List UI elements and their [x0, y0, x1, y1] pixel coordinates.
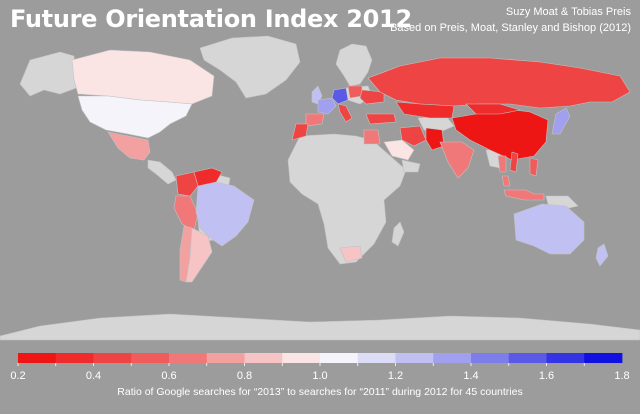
- country-saudi-arabia: [383, 139, 415, 161]
- credits-source: Based on Preis, Moat, Stanley and Bishop…: [390, 22, 631, 34]
- country-morocco: [291, 123, 309, 141]
- legend-bin-2: [93, 353, 132, 363]
- country-pakistan: [425, 127, 445, 151]
- country-egypt: [363, 129, 381, 145]
- country-malaysia: [501, 175, 511, 187]
- legend-bin-4: [169, 353, 208, 363]
- legend-tick-label: 0.6: [161, 370, 176, 382]
- country-vietnam: [509, 151, 519, 173]
- country-italy: [337, 103, 353, 123]
- legend: 0.2 0.4 0.6 0.8 1.0 1.2 1.4 1.6 1.8: [10, 353, 630, 382]
- credits: Suzy Moat & Tobias Preis Based on Preis,…: [390, 4, 631, 36]
- country-germany: [331, 87, 349, 105]
- legend-bin-9: [357, 353, 396, 363]
- legend-bin-0: [18, 353, 57, 363]
- country-indonesia: [503, 189, 545, 201]
- credits-authors: Suzy Moat & Tobias Preis: [505, 6, 631, 18]
- country-poland: [347, 85, 363, 99]
- legend-bin-10: [395, 353, 434, 363]
- legend-tick-label: 1.6: [539, 370, 554, 382]
- country-france: [317, 97, 337, 115]
- madagascar: [391, 221, 405, 247]
- country-australia: [513, 203, 585, 255]
- country-new-zealand: [595, 243, 609, 267]
- country-usa: [77, 95, 193, 139]
- country-mexico: [107, 131, 151, 161]
- country-south-africa: [339, 245, 363, 263]
- arabia-other: [401, 159, 421, 173]
- country-colombia: [175, 171, 199, 197]
- alaska: [19, 51, 77, 97]
- legend-bin-7: [282, 353, 321, 363]
- legend-tick-label: 0.8: [237, 370, 252, 382]
- country-thailand: [497, 155, 507, 173]
- greenland: [199, 35, 301, 99]
- legend-bin-1: [55, 353, 94, 363]
- country-brazil: [195, 181, 255, 247]
- legend-tick-label: 1.2: [388, 370, 403, 382]
- legend-tick-label: 0.4: [86, 370, 101, 382]
- map-title: Future Orientation Index 2012: [10, 5, 412, 33]
- legend-bin-11: [433, 353, 472, 363]
- legend-bin-12: [471, 353, 510, 363]
- scandinavia: [335, 43, 373, 87]
- legend-bin-15: [584, 353, 623, 363]
- legend-tick-label: 0.2: [10, 370, 25, 382]
- legend-bin-3: [131, 353, 170, 363]
- country-spain: [305, 113, 325, 127]
- country-mongolia: [465, 103, 521, 115]
- country-iran: [399, 125, 427, 147]
- country-argentina: [185, 227, 213, 283]
- legend-bin-5: [206, 353, 245, 363]
- legend-tick-label: 1.0: [312, 370, 327, 382]
- legend-bin-6: [244, 353, 283, 363]
- central-america: [147, 159, 177, 185]
- legend-caption: Ratio of Google searches for “2013” to s…: [117, 386, 523, 398]
- country-philippines: [529, 157, 539, 177]
- antarctica: [0, 313, 640, 341]
- country-india: [439, 141, 475, 179]
- country-japan: [551, 107, 571, 135]
- country-turkey: [365, 113, 397, 125]
- legend-bin-8: [320, 353, 359, 363]
- legend-bin-14: [546, 353, 585, 363]
- legend-tick-label: 1.8: [614, 370, 629, 382]
- legend-bin-13: [508, 353, 547, 363]
- country-venezuela: [193, 167, 223, 187]
- legend-tick-label: 1.4: [463, 370, 478, 382]
